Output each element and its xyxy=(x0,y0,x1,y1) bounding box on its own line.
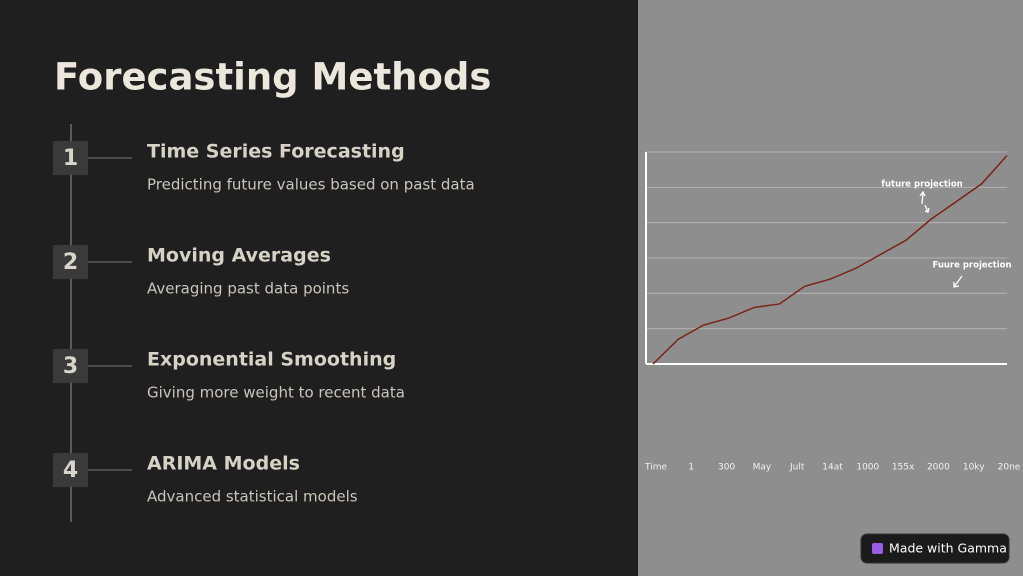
step-heading: Moving Averages xyxy=(147,245,331,267)
step-box xyxy=(53,349,88,383)
x-label: 155x xyxy=(892,463,915,473)
step-box xyxy=(53,453,88,487)
step-heading: ARIMA Models xyxy=(147,453,300,475)
step-description: Giving more weight to recent data xyxy=(147,384,405,402)
step-description: Advanced statistical models xyxy=(147,488,358,506)
step-number: 2 xyxy=(63,250,78,275)
annotation: future projection xyxy=(881,180,962,190)
right-panel xyxy=(638,0,1023,576)
badge-icon xyxy=(872,543,883,554)
x-label: 1000 xyxy=(856,463,879,473)
step-box xyxy=(53,245,88,279)
x-label: 300 xyxy=(718,463,735,473)
step-description: Averaging past data points xyxy=(147,280,349,298)
annotation-arrow xyxy=(919,190,930,213)
x-label: May xyxy=(753,463,772,473)
x-label: 20ne xyxy=(998,463,1021,473)
step-number: 4 xyxy=(63,458,78,483)
slide-title: Forecasting Methods xyxy=(54,56,491,99)
left-panel xyxy=(0,0,638,576)
data-line xyxy=(652,155,1008,365)
step-box xyxy=(53,141,88,175)
x-label: 14at xyxy=(822,463,843,473)
x-label: 1 xyxy=(688,463,694,473)
badge[interactable] xyxy=(860,533,1010,564)
x-label: Time xyxy=(644,463,667,473)
annotation-arrow xyxy=(953,275,963,288)
badge-text[interactable]: Made with Gamma xyxy=(889,541,1007,556)
step-heading: Time Series Forecasting xyxy=(147,141,405,163)
x-label: 2000 xyxy=(927,463,950,473)
step-number: 1 xyxy=(63,146,78,171)
step-heading: Exponential Smoothing xyxy=(147,349,396,371)
x-label: Jult xyxy=(789,463,805,473)
step-description: Predicting future values based on past d… xyxy=(147,176,475,194)
annotation: Fuure projection xyxy=(932,261,1011,271)
step-number: 3 xyxy=(63,354,78,379)
x-label: 10ky xyxy=(963,463,985,473)
